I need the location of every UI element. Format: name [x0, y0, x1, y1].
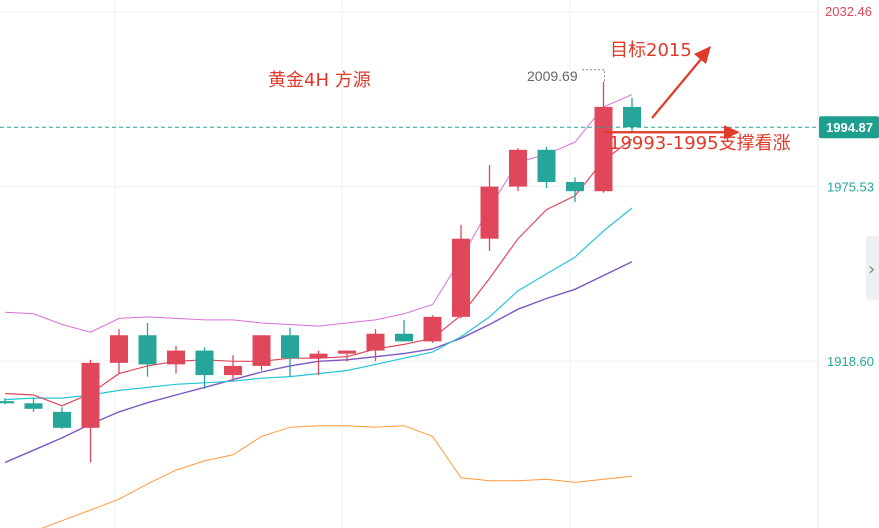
candle — [423, 315, 442, 343]
candle — [480, 165, 499, 251]
candle-body — [566, 181, 584, 192]
candle-body — [537, 149, 556, 182]
candle-body — [480, 186, 499, 239]
high-marker — [582, 69, 605, 82]
candle-body — [138, 335, 157, 365]
candle-body — [338, 350, 356, 354]
candle-body — [594, 106, 613, 192]
candle — [281, 327, 299, 377]
candle — [509, 148, 527, 192]
candle-body — [281, 335, 299, 359]
target-arrow — [651, 57, 703, 119]
candle — [0, 398, 14, 405]
current-price-badge — [819, 116, 879, 139]
current-price-value: 1994.87 — [826, 120, 873, 135]
candle-body — [423, 316, 442, 342]
candle — [167, 345, 185, 374]
y-tick-label: 2032.46 — [825, 4, 872, 19]
chart-title: 黄金4H 方源 — [268, 70, 371, 91]
candle — [195, 347, 214, 389]
collapse-icon[interactable]: › — [868, 259, 875, 280]
candle — [366, 329, 385, 362]
candle-body — [452, 238, 470, 317]
candle-body — [24, 403, 43, 409]
candle — [594, 81, 613, 193]
candle — [537, 146, 556, 189]
candle-body — [110, 335, 128, 363]
candle-body — [395, 333, 413, 342]
high-price-label: 2009.69 — [527, 68, 578, 84]
candle-body — [167, 350, 185, 365]
candle-body — [366, 333, 385, 351]
candle-body — [0, 401, 14, 404]
candle — [338, 350, 356, 362]
candle-body — [623, 106, 641, 128]
y-axis: 2032.46 1975.53 1918.60 1994.87 — [817, 0, 879, 528]
candle — [110, 329, 128, 374]
candle-body — [195, 350, 214, 376]
bollinger-lines — [4, 94, 633, 528]
candle — [138, 322, 157, 377]
support-arrowhead — [724, 125, 740, 140]
candles — [0, 81, 641, 463]
grid — [0, 0, 818, 528]
candle-body — [81, 362, 100, 428]
candle-body — [53, 411, 71, 428]
candle — [224, 355, 242, 382]
scroll-handle-bg[interactable] — [866, 236, 879, 300]
candle-body — [224, 365, 242, 376]
candle — [24, 398, 43, 412]
candle-body — [309, 353, 328, 359]
y-tick-label: 1975.53 — [827, 180, 874, 195]
candle-body — [252, 335, 271, 366]
annotations: 黄金4H 方源 目标2015 19993-1995支撑看涨 2009.69 — [268, 40, 791, 154]
bollinger-lower-line — [41, 425, 633, 528]
candle — [252, 335, 271, 371]
candle — [309, 350, 328, 376]
scroll-handle[interactable]: › — [866, 236, 879, 300]
candle — [452, 224, 470, 319]
candle — [566, 177, 584, 202]
candle — [395, 319, 413, 342]
target-label: 目标2015 — [610, 40, 692, 61]
candle — [53, 407, 71, 429]
support-label: 19993-1995支撑看涨 — [609, 133, 791, 154]
target-arrowhead — [694, 46, 711, 64]
candle-body — [509, 149, 527, 187]
y-tick-label: 1918.60 — [827, 354, 874, 369]
candle — [81, 359, 100, 463]
bollinger-upper-line — [4, 94, 633, 333]
